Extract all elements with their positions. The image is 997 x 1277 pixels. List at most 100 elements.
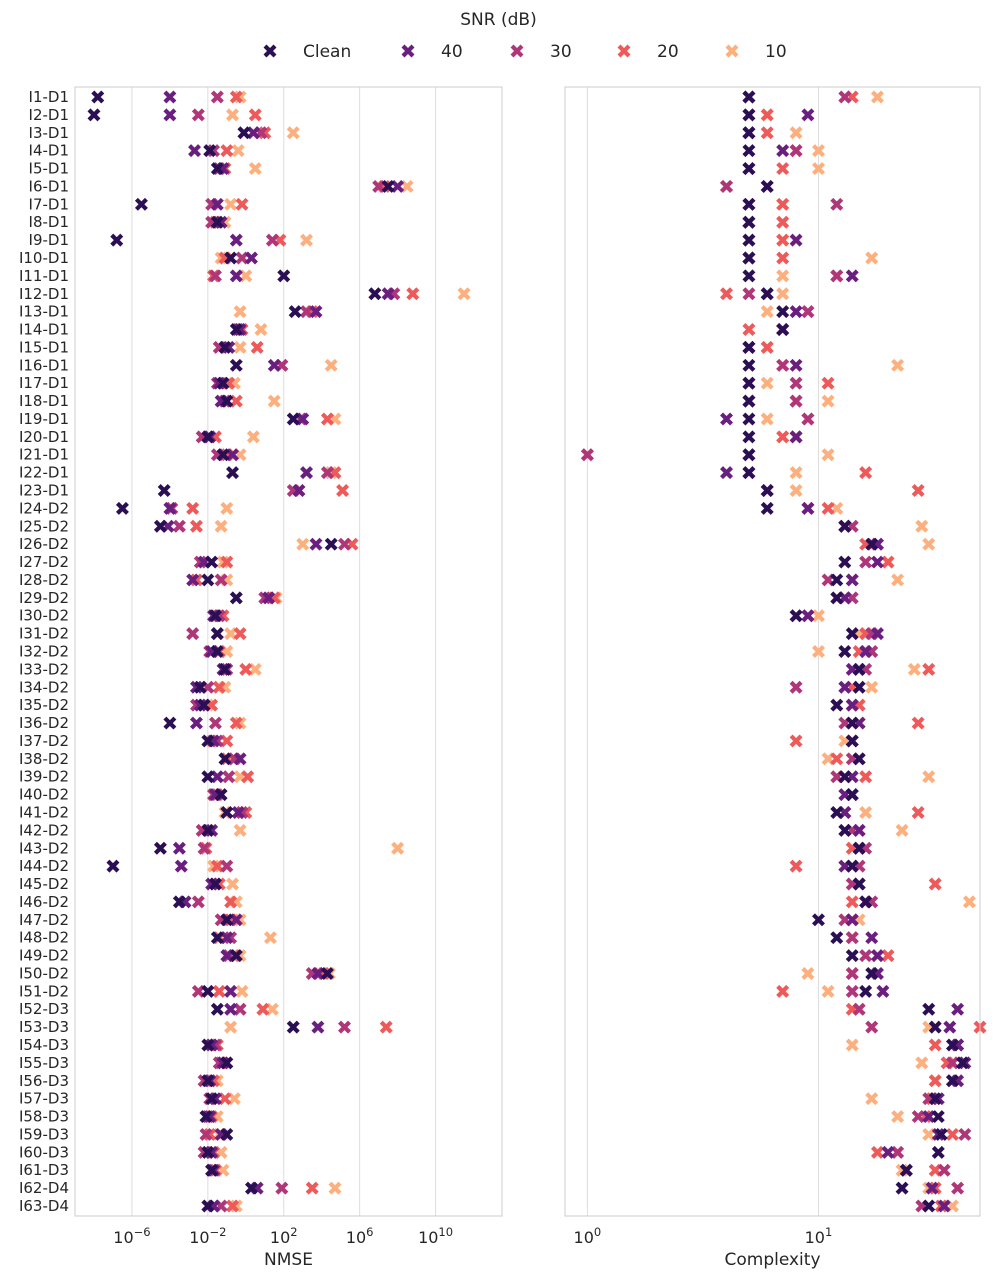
complexity-point-20 [776,162,790,176]
complexity-point-40 [845,913,859,927]
complexity-point-clean [742,376,756,390]
complexity-point-30 [852,1002,866,1016]
complexity-point-10 [811,645,825,658]
complexity-point-clean [865,537,879,551]
legend-label-30: 30 [550,42,572,62]
nmse-point-20 [212,680,226,694]
instance-label: I51-D2 [19,982,69,1000]
complexity-point-clean [742,340,756,354]
nmse-point-clean [220,913,234,927]
instance-label: I31-D2 [19,625,69,643]
nmse-point-10 [220,501,234,515]
nmse-point-40 [186,573,200,587]
complexity-point-20 [928,1038,942,1052]
instance-label: I20-D1 [19,428,69,446]
nmse-point-clean [368,287,382,301]
nmse-point-clean [210,931,224,945]
nmse-point-clean [229,591,243,605]
complexity-point-10 [760,412,774,426]
complexity-point-clean [845,627,859,641]
nmse-point-clean [163,716,177,730]
nmse-point-clean [381,179,395,193]
complexity-point-clean [899,1163,913,1177]
nmse-point-clean [220,1056,234,1070]
complexity-point-clean [776,305,790,319]
instance-label: I48-D2 [19,929,69,947]
nmse-point-clean [218,340,232,354]
complexity-point-40 [789,305,803,319]
complexity-point-30 [720,179,734,193]
complexity-point-20 [760,126,774,140]
complexity-point-40 [845,573,859,587]
complexity-point-40 [870,627,884,641]
instance-label: I6-D1 [29,177,69,195]
instance-label: I47-D2 [19,911,69,929]
complexity-point-clean [742,269,756,283]
complexity-point-clean [776,323,790,337]
complexity-point-30 [801,305,815,319]
nmse-point-clean [210,215,224,229]
nmse-point-40 [163,108,177,122]
complexity-tick-label: 101 [805,1225,833,1247]
complexity-point-20 [789,859,803,873]
nmse-point-clean [205,1092,219,1106]
complexity-point-30 [838,90,852,104]
nmse-point-30 [172,519,186,533]
nmse-point-30 [186,627,200,641]
instance-label: I14-D1 [19,321,69,339]
nmse-point-40 [309,537,323,551]
complexity-point-clean [956,1056,969,1070]
nmse-point-10 [226,108,240,122]
complexity-point-40 [881,1145,895,1159]
nmse-point-30 [275,1181,289,1195]
nmse-point-30 [222,770,236,784]
nmse-point-clean [245,1181,258,1195]
complexity-point-clean [742,215,756,229]
instance-label: I27-D2 [19,553,69,571]
complexity-point-40 [925,1181,939,1195]
complexity-point-clean [838,519,852,533]
nmse-point-20 [250,340,264,354]
complexity-point-10 [821,984,835,998]
complexity-point-clean [852,841,866,855]
complexity-point-clean [830,698,844,712]
complexity-point-clean [845,716,859,730]
complexity-point-20 [720,287,734,301]
nmse-point-40 [172,841,186,855]
complexity-point-clean [838,645,852,658]
complexity-point-20 [789,734,803,748]
complexity-point-20 [945,1127,959,1141]
legend-marker-30 [510,44,524,58]
instance-label: I15-D1 [19,338,69,356]
instance-label: I54-D3 [19,1036,69,1054]
nmse-point-10 [248,162,262,176]
instance-label: I41-D2 [19,803,69,821]
nmse-point-10 [300,233,314,247]
nmse-point-30 [191,108,205,122]
nmse-tick-label: 10−6 [113,1225,150,1247]
complexity-point-20 [742,323,756,337]
nmse-point-clean [115,501,129,515]
nmse-point-10 [296,537,310,551]
complexity-tick-label: 100 [574,1225,602,1247]
nmse-point-10 [254,323,268,337]
complexity-point-clean [742,251,756,265]
instance-label: I60-D3 [19,1143,69,1161]
nmse-point-40 [174,859,188,873]
complexity-point-40 [931,1127,945,1141]
legend-marker-clean [263,44,277,58]
nmse-point-clean [210,645,224,658]
instance-label: I33-D2 [19,660,69,678]
instance-label: I16-D1 [19,356,69,374]
nmse-point-10 [457,287,471,301]
instance-label: I11-D1 [19,267,69,285]
instance-label: I57-D3 [19,1090,69,1108]
complexity-point-clean [945,1038,959,1052]
complexity-point-clean [830,591,844,605]
instance-label: I56-D3 [19,1072,69,1090]
nmse-point-30 [214,573,228,587]
complexity-point-30 [742,287,756,301]
complexity-point-clean [830,805,844,819]
nmse-point-clean [201,573,215,587]
nmse-point-clean [87,108,101,122]
